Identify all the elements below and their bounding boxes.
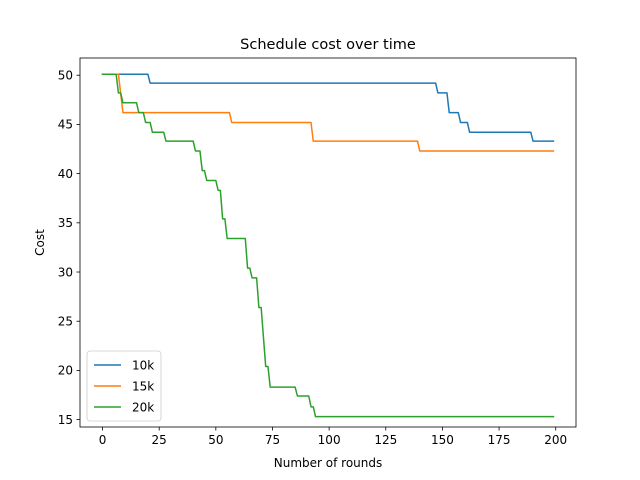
legend-label-10k: 10k	[132, 358, 154, 372]
y-tick-label: 15	[58, 413, 73, 427]
x-tick-label: 200	[544, 433, 567, 447]
y-axis-ticks: 15 20 25 30 35 40 45 50	[58, 69, 80, 427]
legend: 10k 15k 20k	[86, 350, 162, 422]
plot-area	[80, 58, 576, 427]
x-tick-label: 50	[208, 433, 223, 447]
series-line-10k	[101, 73, 555, 142]
y-tick-label: 30	[58, 265, 73, 279]
x-tick-label: 125	[374, 433, 397, 447]
x-tick-label: 150	[431, 433, 454, 447]
x-tick-label: 25	[152, 433, 167, 447]
x-tick-label: 75	[265, 433, 280, 447]
legend-label-20k: 20k	[132, 400, 154, 414]
y-axis-label: Cost	[33, 229, 47, 256]
y-tick-label: 40	[58, 167, 73, 181]
axes-layer	[79, 57, 577, 428]
y-tick-label: 25	[58, 315, 73, 329]
x-tick-label: 175	[488, 433, 511, 447]
y-tick-label: 35	[58, 216, 73, 230]
legend-label-15k: 15k	[132, 379, 154, 393]
y-tick-label: 50	[58, 69, 73, 83]
legend-box	[86, 350, 162, 422]
series-line-20k	[101, 73, 555, 418]
x-axis-label: Number of rounds	[274, 456, 383, 470]
x-tick-label: 100	[318, 433, 341, 447]
series-layer	[101, 73, 555, 418]
axes-frame	[79, 57, 577, 428]
y-tick-label: 45	[58, 118, 73, 132]
x-axis-ticks: 0 25 50 75 100 125 150 175 200	[99, 427, 567, 447]
chart-title: Schedule cost over time	[240, 37, 416, 53]
x-tick-label: 0	[99, 433, 107, 447]
y-tick-label: 20	[58, 364, 73, 378]
